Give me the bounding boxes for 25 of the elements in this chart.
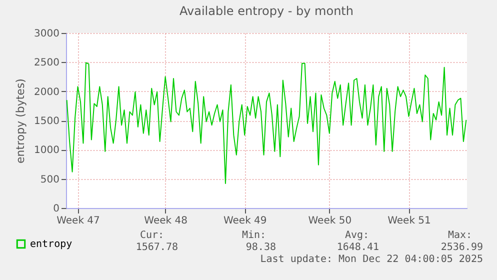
y-tick-label: 1500 — [34, 116, 60, 127]
text: 2536.99 — [440, 242, 483, 253]
x-tick-label: Week 48 — [144, 216, 188, 226]
y-axis-title: entropy (bytes) — [14, 78, 28, 164]
text: 98.38 — [246, 242, 276, 253]
legend-label: entropy — [30, 239, 72, 250]
y-tick-label: 3000 — [34, 28, 60, 40]
text: Cur: — [140, 230, 164, 241]
y-tick-label: 2500 — [34, 58, 60, 69]
y-tick-label: 500 — [40, 174, 60, 186]
y-tick-label: 1000 — [34, 145, 60, 156]
x-tick-label: Week 47 — [56, 216, 100, 226]
line-series — [66, 62, 467, 184]
y-tick-label: 0 — [53, 204, 60, 214]
text: 1567.78 — [136, 242, 178, 253]
x-tick-label: Week 50 — [308, 216, 352, 226]
x-tick-label: Week 49 — [223, 216, 267, 226]
text: 1648.41 — [336, 242, 379, 253]
text: Avg: — [344, 230, 370, 241]
text: Last update: Mon Dec 22 04:00:05 2025 — [260, 254, 483, 265]
text: Min: — [242, 230, 266, 241]
x-tick-label: Week 51 — [388, 216, 431, 226]
chart-title: Available entropy - by month — [180, 4, 354, 18]
text: Max: — [448, 230, 472, 241]
y-tick-label: 2000 — [34, 86, 60, 98]
